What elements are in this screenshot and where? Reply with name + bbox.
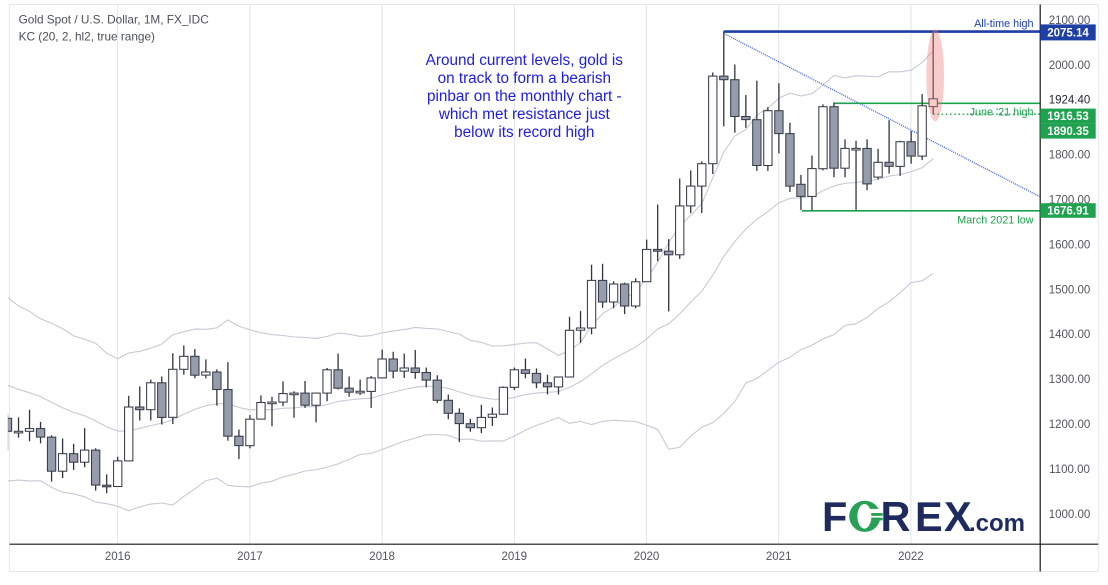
svg-text:1000.00: 1000.00	[1049, 509, 1091, 521]
svg-text:1200.00: 1200.00	[1049, 419, 1091, 431]
svg-text:E: E	[915, 493, 943, 540]
svg-text:1600.00: 1600.00	[1049, 239, 1091, 251]
svg-text:.com: .com	[969, 510, 1025, 537]
svg-text:March 2021 low: March 2021 low	[957, 214, 1033, 226]
svg-text:2022: 2022	[898, 551, 924, 563]
svg-text:2000.00: 2000.00	[1049, 60, 1091, 72]
svg-text:2075.14: 2075.14	[1047, 28, 1089, 40]
svg-text:on track to form a bearish: on track to form a bearish	[438, 70, 611, 87]
svg-text:Around current levels, gold is: Around current levels, gold is	[426, 52, 624, 69]
svg-text:KC (20, 2, hl2, true range): KC (20, 2, hl2, true range)	[19, 29, 155, 43]
svg-text:June '21 high: June '21 high	[970, 107, 1034, 119]
svg-text:pinbar on the monthly chart -: pinbar on the monthly chart -	[427, 88, 622, 105]
svg-text:1924.40: 1924.40	[1049, 94, 1091, 106]
svg-text:2020: 2020	[634, 551, 660, 563]
svg-text:All-time high: All-time high	[974, 18, 1033, 30]
svg-text:1100.00: 1100.00	[1049, 464, 1090, 476]
svg-text:F: F	[822, 493, 847, 540]
svg-text:1916.53: 1916.53	[1047, 111, 1089, 123]
svg-text:X: X	[944, 493, 972, 540]
svg-text:2016: 2016	[105, 551, 131, 563]
svg-text:2021: 2021	[766, 551, 792, 563]
svg-text:1400.00: 1400.00	[1049, 329, 1091, 341]
svg-text:which met resistance just: which met resistance just	[438, 106, 611, 123]
svg-text:R: R	[881, 493, 911, 540]
svg-text:2100.00: 2100.00	[1049, 15, 1091, 27]
svg-text:1500.00: 1500.00	[1049, 284, 1091, 296]
svg-text:2017: 2017	[237, 551, 263, 563]
svg-text:2019: 2019	[502, 551, 528, 563]
svg-text:2018: 2018	[369, 551, 395, 563]
svg-text:1300.00: 1300.00	[1049, 374, 1091, 386]
svg-text:Gold Spot / U.S. Dollar, 1M, F: Gold Spot / U.S. Dollar, 1M, FX_IDC	[19, 13, 210, 27]
svg-text:1890.35: 1890.35	[1047, 126, 1089, 138]
svg-text:1800.00: 1800.00	[1049, 150, 1091, 162]
svg-text:below its record high: below its record high	[454, 124, 594, 141]
svg-text:1676.91: 1676.91	[1047, 206, 1089, 218]
